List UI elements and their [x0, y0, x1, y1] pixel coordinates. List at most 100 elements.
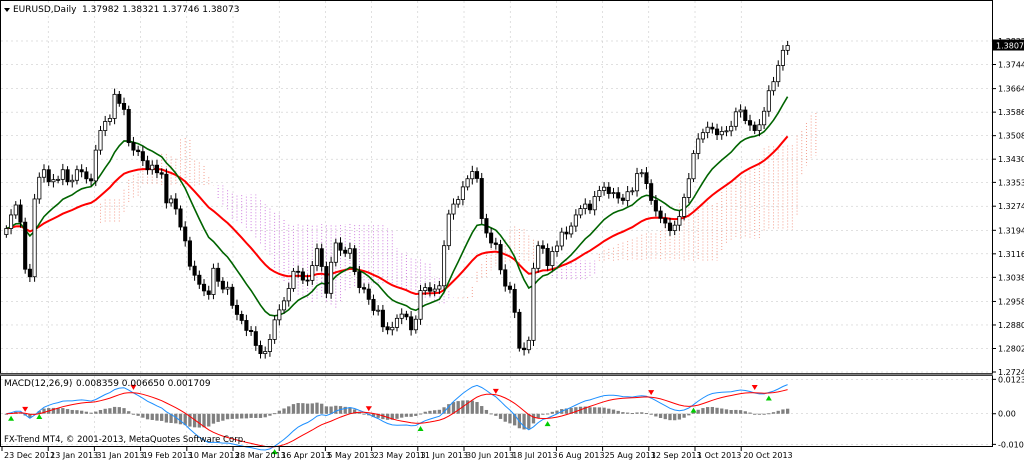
candle-body[interactable]	[705, 126, 710, 134]
candle-body[interactable]	[329, 261, 334, 294]
candle-body[interactable]	[780, 49, 785, 66]
candle-body[interactable]	[503, 269, 508, 287]
candle-body[interactable]	[442, 245, 447, 287]
candle-body[interactable]	[201, 283, 207, 292]
candle-body[interactable]	[197, 274, 202, 285]
candle-body[interactable]	[56, 178, 61, 181]
candle-body[interactable]	[606, 186, 611, 194]
candle-body[interactable]	[103, 121, 108, 131]
candle-body[interactable]	[216, 267, 221, 282]
candle-body[interactable]	[733, 111, 738, 127]
candle-body[interactable]	[526, 339, 531, 351]
candle-body[interactable]	[263, 351, 268, 355]
candle-body[interactable]	[13, 204, 18, 216]
candle-body[interactable]	[89, 178, 94, 182]
candle-body[interactable]	[437, 285, 442, 290]
candle-body[interactable]	[762, 110, 767, 126]
candle-body[interactable]	[658, 210, 663, 219]
candle-body[interactable]	[554, 245, 560, 252]
candle-body[interactable]	[738, 109, 743, 113]
candle-body[interactable]	[479, 178, 484, 219]
candle-body[interactable]	[484, 218, 489, 234]
candle-body[interactable]	[649, 183, 654, 201]
candle-body[interactable]	[154, 164, 160, 174]
candle-body[interactable]	[145, 160, 150, 171]
candle-body[interactable]	[121, 102, 127, 110]
candle-body[interactable]	[517, 311, 522, 349]
chart-menu-triangle-icon[interactable]	[4, 8, 10, 12]
candle-body[interactable]	[418, 290, 423, 320]
candle-body[interactable]	[757, 124, 762, 131]
candle-body[interactable]	[620, 197, 625, 201]
candle-body[interactable]	[663, 217, 668, 224]
candle-body[interactable]	[107, 118, 112, 122]
candle-body[interactable]	[93, 149, 98, 182]
candle-body[interactable]	[545, 247, 550, 266]
candle-body[interactable]	[258, 345, 263, 355]
candle-body[interactable]	[587, 203, 593, 211]
candle-body[interactable]	[46, 169, 51, 183]
candle-body[interactable]	[394, 317, 400, 328]
candle-body[interactable]	[74, 169, 79, 181]
candle-body[interactable]	[84, 171, 89, 180]
candle-body[interactable]	[667, 222, 673, 232]
candle-body[interactable]	[564, 231, 569, 235]
candle-body[interactable]	[136, 149, 141, 153]
candle-body[interactable]	[785, 45, 790, 51]
candle-body[interactable]	[347, 248, 352, 254]
candle-body[interactable]	[352, 248, 357, 273]
candle-body[interactable]	[169, 198, 174, 204]
candle-body[interactable]	[409, 316, 414, 331]
candle-body[interactable]	[597, 190, 602, 197]
price-candles[interactable]	[4, 40, 790, 359]
candle-body[interactable]	[41, 169, 47, 178]
candle-body[interactable]	[724, 130, 729, 133]
candle-body[interactable]	[150, 164, 155, 171]
candle-body[interactable]	[183, 226, 188, 242]
candle-body[interactable]	[592, 196, 597, 211]
candle-body[interactable]	[512, 288, 517, 313]
candle-body[interactable]	[752, 124, 757, 131]
candle-body[interactable]	[710, 126, 715, 130]
candle-body[interactable]	[314, 248, 320, 266]
candle-body[interactable]	[653, 200, 658, 212]
candle-body[interactable]	[4, 228, 9, 235]
candle-body[interactable]	[380, 309, 385, 328]
candle-body[interactable]	[131, 142, 136, 151]
candle-body[interactable]	[507, 285, 513, 290]
candle-body[interactable]	[602, 186, 607, 191]
candle-body[interactable]	[249, 329, 254, 333]
candle-body[interactable]	[296, 270, 301, 273]
candle-body[interactable]	[540, 245, 545, 249]
candle-body[interactable]	[362, 287, 367, 290]
candle-body[interactable]	[27, 268, 32, 278]
candle-body[interactable]	[682, 197, 687, 217]
candle-body[interactable]	[413, 318, 418, 331]
candle-body[interactable]	[460, 186, 465, 200]
candle-body[interactable]	[277, 309, 282, 321]
candle-body[interactable]	[423, 287, 428, 292]
candle-body[interactable]	[333, 242, 338, 263]
candle-body[interactable]	[677, 216, 682, 226]
candle-body[interactable]	[366, 288, 371, 300]
candle-body[interactable]	[79, 169, 84, 173]
candle-body[interactable]	[456, 199, 461, 205]
candle-body[interactable]	[140, 151, 145, 162]
candle-body[interactable]	[747, 120, 753, 126]
candle-body[interactable]	[9, 214, 14, 229]
candle-body[interactable]	[225, 286, 230, 290]
candle-body[interactable]	[569, 225, 574, 235]
candle-body[interactable]	[211, 267, 216, 295]
candle-body[interactable]	[385, 326, 390, 331]
candle-body[interactable]	[187, 240, 192, 267]
candle-body[interactable]	[126, 109, 131, 143]
candle-body[interactable]	[117, 93, 122, 104]
candle-body[interactable]	[470, 171, 475, 180]
candle-body[interactable]	[18, 204, 23, 223]
candle-body[interactable]	[112, 93, 117, 119]
candle-body[interactable]	[399, 313, 404, 319]
candle-body[interactable]	[766, 90, 771, 112]
candle-body[interactable]	[239, 314, 244, 321]
candle-body[interactable]	[691, 153, 696, 180]
candle-body[interactable]	[493, 242, 498, 245]
